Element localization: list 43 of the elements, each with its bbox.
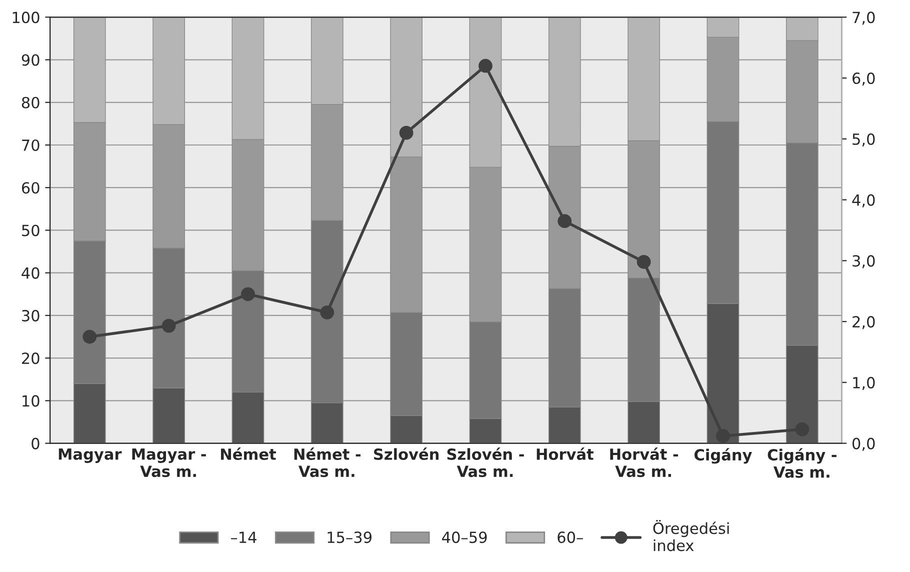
- y-tick-label: 20: [22, 352, 40, 364]
- x-tick-label: Német: [221, 448, 276, 460]
- y2-tick-label: 3,0: [852, 255, 875, 268]
- y2-tick-label: 1,0: [853, 376, 875, 390]
- x-tick-label: Horvát: [536, 448, 594, 460]
- y-tick-label: 90: [22, 54, 40, 66]
- y-tick-label: 80: [22, 96, 40, 108]
- point: [558, 214, 572, 228]
- legend-label: –14: [230, 532, 256, 543]
- x-tick-label: Cigány - Vas m.: [768, 448, 836, 478]
- point: [716, 429, 730, 443]
- y2-tick-label: 5,0: [852, 133, 875, 146]
- legend-label: 60–: [558, 532, 583, 544]
- point: [320, 305, 334, 320]
- x-tick-label: Német - Vas m.: [294, 448, 361, 478]
- point: [162, 318, 176, 333]
- y-tick-label: 60: [22, 182, 40, 194]
- y-tick-label: 0: [32, 438, 40, 450]
- x-tick-label: Szlovén - Vas m.: [447, 448, 524, 478]
- y-tick-label: 10: [22, 395, 40, 407]
- legend-label: 40–59: [442, 532, 487, 544]
- legend-label: 15–39: [328, 532, 372, 544]
- y2-tick-label: 0,0: [852, 438, 875, 451]
- x-tick-label: Szlovén: [374, 448, 439, 460]
- y-tick-label: 40: [22, 267, 40, 279]
- y2-tick-label: 2,0: [852, 316, 875, 330]
- point: [82, 330, 97, 344]
- y2-tick-label: 4,0: [852, 194, 875, 208]
- point: [636, 254, 651, 269]
- y-tick-label: 70: [22, 139, 40, 152]
- y2-tick-label: 6,0: [852, 72, 875, 86]
- x-tick-label: Horvát - Vas m.: [610, 448, 678, 478]
- y-tick-label: 30: [22, 310, 40, 322]
- y-tick-label: 100: [12, 12, 40, 24]
- x-tick-label: Magyar: [58, 448, 122, 463]
- x-tick-label: Magyar - Vas m.: [132, 448, 206, 478]
- point: [399, 126, 414, 140]
- point: [478, 58, 492, 73]
- legend-label: Öregedési index: [653, 520, 729, 552]
- y-tick-label: 50: [22, 224, 40, 236]
- point: [241, 287, 255, 302]
- x-tick-label: Cigány: [694, 448, 752, 464]
- y2-tick-label: 7,0: [852, 12, 875, 25]
